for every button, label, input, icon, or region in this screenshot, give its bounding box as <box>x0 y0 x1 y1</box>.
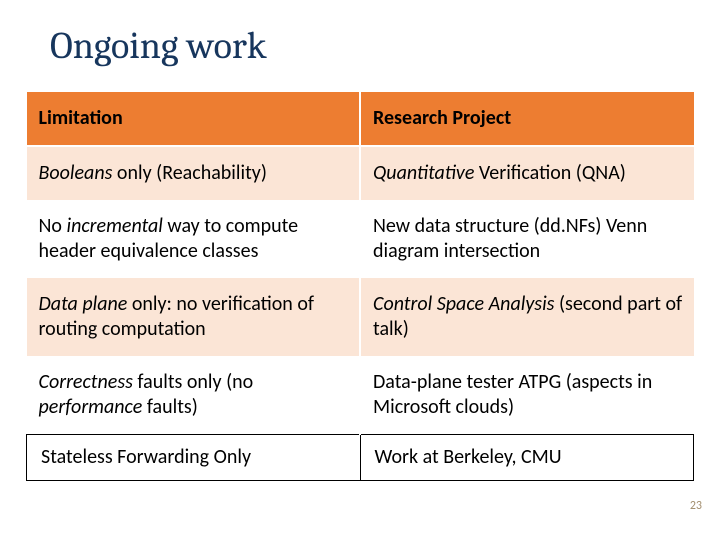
table-header-row: Limitation Research Project <box>27 92 694 146</box>
table-row-boxed: Stateless Forwarding Only Work at Berkel… <box>27 435 694 481</box>
cell-research: Quantitative Verification (QNA) <box>360 146 694 200</box>
cell-research: Data-plane tester ATPG (aspects in Micro… <box>360 356 694 435</box>
cell-limitation: Data plane only: no verification of rout… <box>27 278 361 356</box>
table-row: No incremental way to compute header equ… <box>27 200 694 278</box>
ongoing-work-table: Limitation Research Project Booleans onl… <box>26 92 694 481</box>
cell-research: Control Space Analysis (second part of t… <box>360 278 694 356</box>
cell-limitation: Correctness faults only (no performance … <box>27 356 361 435</box>
header-research: Research Project <box>360 92 694 146</box>
cell-limitation: No incremental way to compute header equ… <box>27 200 361 278</box>
cell-research: Work at Berkeley, CMU <box>360 435 694 481</box>
header-limitation: Limitation <box>27 92 361 146</box>
table-row: Correctness faults only (no performance … <box>27 356 694 435</box>
cell-limitation: Booleans only (Reachability) <box>27 146 361 200</box>
cell-research: New data structure (dd.NFs) Venn diagram… <box>360 200 694 278</box>
cell-limitation: Stateless Forwarding Only <box>27 435 361 481</box>
slide-title: Ongoing work <box>50 24 267 68</box>
table-row: Booleans only (Reachability) Quantitativ… <box>27 146 694 200</box>
page-number: 23 <box>690 499 702 513</box>
table-row: Data plane only: no verification of rout… <box>27 278 694 356</box>
